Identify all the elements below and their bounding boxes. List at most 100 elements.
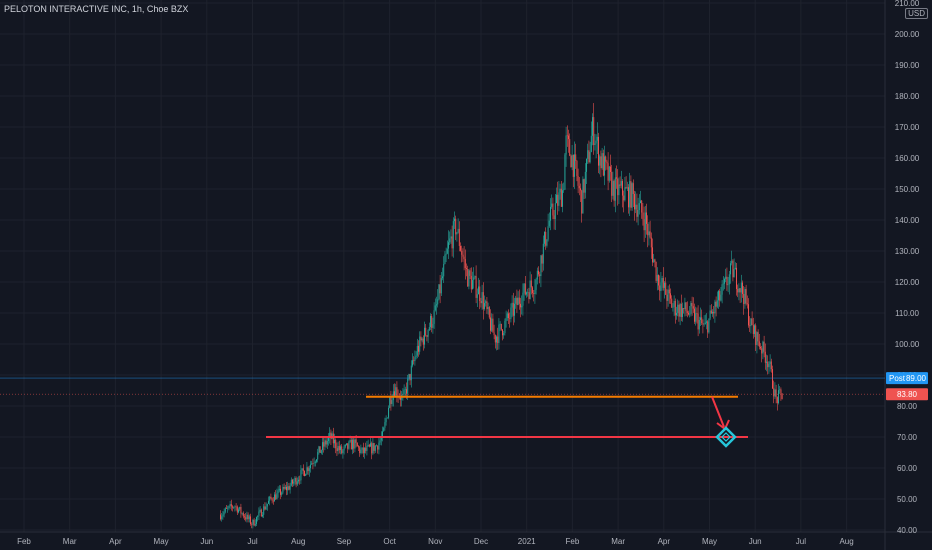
- candle-body: [470, 275, 472, 290]
- candle-body: [668, 289, 670, 294]
- candle-body: [289, 485, 291, 490]
- candle-body: [580, 188, 582, 191]
- candle-body: [556, 194, 558, 204]
- candle-body: [354, 439, 356, 449]
- candle-body: [696, 313, 698, 314]
- candle-body: [325, 440, 327, 445]
- candle-body: [467, 269, 469, 287]
- candle-body: [500, 323, 502, 330]
- candle-body: [706, 321, 708, 323]
- candle-body: [250, 516, 252, 525]
- candle-body: [564, 154, 566, 190]
- candle-body: [774, 389, 776, 397]
- candle-body: [541, 255, 543, 264]
- candle-body: [414, 357, 416, 362]
- candle-body: [410, 365, 412, 381]
- candle-body: [366, 445, 368, 451]
- candle-body: [575, 154, 577, 161]
- candle-body: [284, 486, 286, 489]
- candle-body: [584, 171, 586, 193]
- candle-body: [684, 302, 686, 310]
- candle-body: [239, 506, 241, 510]
- candle-body: [278, 488, 280, 491]
- candle-body: [426, 335, 428, 337]
- candle-body: [319, 446, 321, 453]
- candle-body: [658, 275, 660, 286]
- candle-body: [618, 184, 620, 196]
- candle-body: [574, 154, 576, 177]
- candle-body: [732, 260, 734, 278]
- candle-body: [259, 509, 261, 512]
- candle-body: [544, 231, 546, 244]
- candle-body: [766, 361, 768, 363]
- candle-body: [258, 511, 260, 516]
- candle-body: [593, 117, 595, 146]
- candle-body: [294, 477, 296, 482]
- candle-body: [379, 440, 381, 443]
- candle-body: [422, 338, 424, 345]
- time-axis[interactable]: Feb Mar Apr May Jun Jul Aug Sep Oct Nov Dec 2021 Feb…: [17, 537, 854, 546]
- price-tick-label: 210.00: [895, 0, 920, 8]
- time-tick-label: 2021: [518, 537, 536, 546]
- candle-body: [224, 508, 226, 512]
- candle-body: [654, 259, 656, 263]
- candle-body: [632, 183, 634, 195]
- candle-body: [710, 310, 712, 314]
- candle-body: [517, 297, 519, 306]
- candle-body: [708, 318, 710, 333]
- candle-body: [292, 479, 294, 484]
- candle-body: [566, 135, 568, 137]
- candle-body: [755, 325, 757, 345]
- candle-body: [457, 228, 459, 233]
- candle-body: [608, 166, 610, 181]
- candle-body: [226, 508, 228, 509]
- candle-body: [307, 467, 309, 472]
- candle-body: [521, 305, 523, 308]
- candle-body: [554, 203, 556, 220]
- candle-body: [758, 341, 760, 347]
- candle-body: [772, 369, 774, 389]
- candle-body: [288, 486, 290, 490]
- candle-body: [526, 292, 528, 295]
- candle-body: [287, 486, 289, 491]
- currency-label: USD: [905, 8, 928, 19]
- candle-body: [576, 160, 578, 177]
- last-price-value: 83.80: [897, 390, 918, 399]
- annotations[interactable]: [711, 396, 737, 448]
- candle-body: [754, 325, 756, 334]
- candle-body: [384, 422, 386, 428]
- candle-body: [367, 444, 369, 446]
- price-axis[interactable]: 210.00 200.00 190.00 180.00 170.00 160.00 150.…: [886, 0, 928, 535]
- candle-body: [686, 311, 688, 313]
- candle-body: [320, 450, 322, 453]
- candle-body: [455, 218, 457, 235]
- candle-body: [704, 322, 706, 324]
- candle-body: [740, 282, 742, 293]
- candle-body: [636, 204, 638, 217]
- candle-body: [245, 517, 247, 520]
- candle-body: [637, 210, 639, 217]
- candle-body: [326, 440, 328, 445]
- candle-body: [780, 389, 782, 394]
- candle-body: [233, 507, 235, 508]
- target-diamond[interactable]: [715, 426, 737, 448]
- candle-body: [350, 439, 352, 450]
- candle-body: [456, 232, 458, 235]
- candle-body: [596, 136, 598, 141]
- candle-body: [480, 301, 482, 304]
- candle-body: [558, 192, 560, 206]
- candle-body: [421, 338, 423, 341]
- candle-body: [406, 389, 408, 394]
- candle-body: [622, 181, 624, 196]
- time-tick-label: Mar: [611, 537, 625, 546]
- candle-body: [641, 200, 643, 213]
- horizontal-levels[interactable]: [0, 377, 885, 438]
- candle-body: [672, 306, 674, 308]
- candle-body: [482, 292, 484, 309]
- candle-body: [778, 390, 780, 404]
- arrow-shaft[interactable]: [711, 396, 725, 428]
- candle-body: [491, 318, 493, 331]
- price-tick-label: 110.00: [895, 309, 919, 318]
- candle-body: [625, 187, 627, 189]
